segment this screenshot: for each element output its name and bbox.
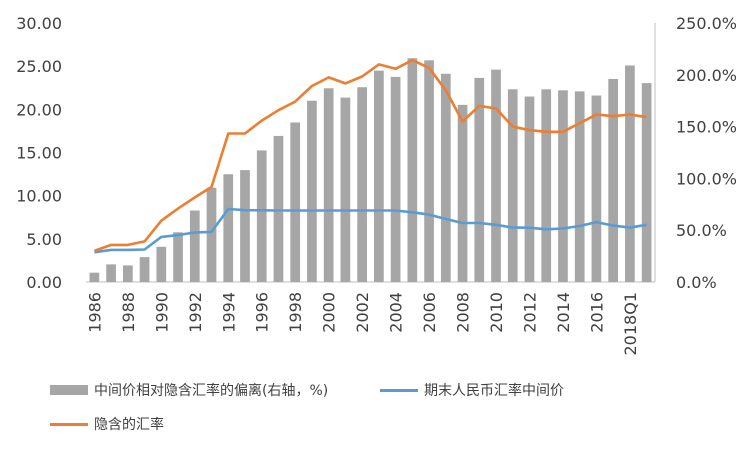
x-tick-label: 2016 bbox=[587, 292, 606, 333]
left-tick-label: 15.00 bbox=[16, 144, 62, 163]
right-tick-label: 150.0% bbox=[676, 118, 737, 137]
legend-item-implied: 隐含的汇率 bbox=[50, 414, 164, 434]
legend-swatch-implied bbox=[50, 422, 88, 426]
bar bbox=[424, 60, 434, 282]
left-tick-label: 0.00 bbox=[26, 273, 62, 292]
bar bbox=[608, 78, 619, 282]
bar bbox=[641, 83, 652, 282]
right-tick-label: 200.0% bbox=[676, 66, 737, 85]
x-tick-label: 2002 bbox=[353, 292, 372, 333]
left-tick-label: 25.00 bbox=[16, 57, 62, 76]
legend-item-midrate: 期末人民币汇率中间价 bbox=[380, 380, 564, 400]
right-tick-label: 0.0% bbox=[676, 273, 717, 292]
bar bbox=[340, 97, 351, 282]
bar bbox=[273, 135, 284, 282]
bar bbox=[591, 95, 602, 283]
right-tick-label: 100.0% bbox=[676, 169, 737, 188]
bar bbox=[457, 104, 468, 283]
left-tick-label: 5.00 bbox=[26, 230, 62, 249]
left-tick-label: 20.00 bbox=[16, 100, 62, 119]
x-tick-label: 2004 bbox=[387, 292, 406, 333]
x-tick-label: 2014 bbox=[554, 292, 573, 333]
bar bbox=[440, 73, 451, 282]
bar bbox=[390, 76, 401, 282]
bar-series bbox=[89, 58, 652, 283]
legend-swatch-midrate bbox=[380, 388, 418, 392]
x-tick-label: 1990 bbox=[152, 292, 171, 333]
x-tick-label: 2010 bbox=[487, 292, 506, 333]
right-tick-label: 50.0% bbox=[676, 221, 727, 240]
x-tick-label: 1994 bbox=[219, 292, 238, 333]
x-tick-label: 1992 bbox=[186, 292, 205, 333]
bar bbox=[206, 187, 217, 282]
bar bbox=[122, 265, 133, 282]
bar bbox=[374, 70, 384, 282]
bar bbox=[574, 91, 585, 282]
x-tick-label: 2006 bbox=[420, 292, 439, 333]
bar bbox=[474, 77, 485, 283]
left-tick-label: 30.00 bbox=[16, 14, 62, 33]
legend-label-implied: 隐含的汇率 bbox=[94, 417, 164, 433]
legend-item-deviation: 中间价相对隐含汇率的偏离(右轴，%) bbox=[50, 380, 328, 400]
x-tick-label: 1996 bbox=[253, 292, 272, 333]
bar bbox=[323, 88, 334, 282]
x-tick-label: 2012 bbox=[520, 292, 539, 333]
bar bbox=[139, 257, 150, 282]
bar bbox=[507, 89, 518, 282]
legend-label-deviation: 中间价相对隐含汇率的偏离(右轴，%) bbox=[94, 383, 329, 399]
left-axis-ticks: 0.00 5.00 10.00 15.00 20.00 25.00 30.00 bbox=[16, 14, 62, 292]
x-axis-ticks: 1986 1988 1990 1992 1994 1996 1998 2000 2002 2004… bbox=[85, 292, 640, 356]
bar bbox=[156, 246, 167, 282]
bar bbox=[524, 96, 535, 282]
legend: 中间价相对隐含汇率的偏离(右轴，%) 期末人民币汇率中间价 隐含的汇率 bbox=[0, 370, 751, 450]
right-tick-label: 250.0% bbox=[676, 14, 737, 33]
bar bbox=[491, 69, 501, 283]
x-tick-label: 2008 bbox=[454, 292, 473, 333]
x-tick-label: 1998 bbox=[286, 292, 305, 333]
bar bbox=[240, 170, 250, 282]
bar bbox=[407, 58, 418, 282]
bar bbox=[173, 232, 183, 282]
midrate-line bbox=[94, 207, 647, 254]
bar bbox=[223, 174, 234, 282]
bar bbox=[558, 90, 568, 282]
implied-rate-line bbox=[93, 58, 647, 253]
bar bbox=[290, 122, 301, 283]
right-axis-ticks: 0.0% 50.0% 100.0% 150.0% 200.0% 250.0% bbox=[676, 14, 737, 292]
x-tick-label: 1986 bbox=[85, 292, 104, 333]
x-tick-label: 1988 bbox=[119, 292, 138, 333]
bar bbox=[625, 65, 635, 282]
x-tick-label: 2018Q1 bbox=[621, 292, 640, 356]
plot-frame bbox=[86, 23, 656, 283]
x-tick-label: 2000 bbox=[320, 292, 339, 333]
bar bbox=[307, 100, 317, 282]
legend-label-midrate: 期末人民币汇率中间价 bbox=[424, 383, 564, 399]
legend-swatch-deviation bbox=[50, 385, 88, 395]
bar bbox=[106, 264, 116, 282]
bar bbox=[357, 87, 367, 283]
line-series bbox=[93, 58, 647, 254]
bar bbox=[541, 89, 552, 282]
bar bbox=[189, 210, 200, 282]
left-tick-label: 10.00 bbox=[16, 187, 62, 206]
bar bbox=[89, 272, 100, 282]
bar bbox=[256, 150, 267, 282]
